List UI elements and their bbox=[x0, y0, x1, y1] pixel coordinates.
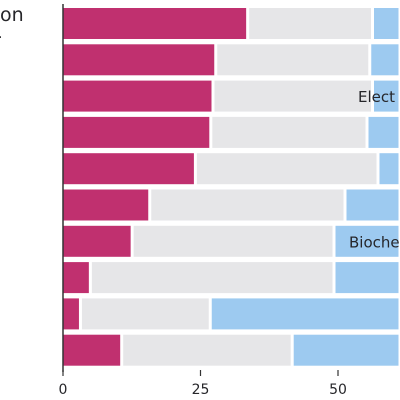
bar-row-5-segment-0 bbox=[63, 189, 149, 221]
x-tick-label-50: 50 bbox=[329, 382, 347, 398]
bar-row-9-segment-1 bbox=[123, 334, 291, 366]
bar-row-0-segment-1 bbox=[249, 8, 371, 39]
bar-row-4-segment-2 bbox=[379, 153, 399, 185]
bar-row-7-segment-1 bbox=[91, 262, 333, 294]
bar-row-1-segment-1 bbox=[217, 44, 369, 76]
bar-row-5-segment-1 bbox=[151, 189, 344, 221]
bar-row-8-segment-1 bbox=[81, 298, 209, 330]
bar-row-2-segment-1 bbox=[214, 80, 371, 112]
x-axis: 0 25 50 bbox=[59, 4, 347, 398]
bar-row-3-segment-2 bbox=[368, 116, 399, 148]
left-edge-text-dot: . bbox=[0, 26, 2, 42]
bar-row-3-segment-1 bbox=[212, 116, 366, 148]
bar-row-4-segment-0 bbox=[63, 153, 194, 185]
x-tick-label-0: 0 bbox=[59, 382, 68, 398]
bar-row-1-segment-2 bbox=[371, 44, 399, 76]
bar-row-8-segment-2 bbox=[211, 298, 399, 330]
bar-row-0-segment-2 bbox=[374, 8, 399, 39]
bar-row-1-segment-0 bbox=[63, 44, 215, 76]
annotation-1: Bioche bbox=[349, 233, 400, 251]
bar-row-7-segment-0 bbox=[63, 262, 89, 294]
annotations-group: Elect Bioche bbox=[349, 88, 400, 251]
bar-row-3-segment-0 bbox=[63, 116, 210, 148]
x-tick-label-25: 25 bbox=[192, 382, 210, 398]
bars-group bbox=[63, 8, 399, 366]
bar-row-6-segment-0 bbox=[63, 225, 131, 257]
bar-row-9-segment-0 bbox=[63, 334, 121, 366]
bar-row-5-segment-2 bbox=[346, 189, 399, 221]
bar-row-4-segment-1 bbox=[196, 153, 377, 185]
annotation-0: Elect bbox=[358, 88, 395, 106]
bar-row-2-segment-0 bbox=[63, 80, 212, 112]
bar-row-9-segment-2 bbox=[293, 334, 399, 366]
bar-row-6-segment-1 bbox=[133, 225, 333, 257]
left-edge-text-on: on bbox=[0, 4, 24, 26]
bar-row-0-segment-0 bbox=[63, 8, 247, 39]
bar-row-7-segment-2 bbox=[335, 262, 399, 294]
left-edge-texts: on . bbox=[0, 4, 24, 42]
bar-row-6-segment-2 bbox=[335, 225, 399, 257]
bar-row-8-segment-0 bbox=[63, 298, 79, 330]
bar-row-2-segment-2 bbox=[374, 80, 399, 112]
